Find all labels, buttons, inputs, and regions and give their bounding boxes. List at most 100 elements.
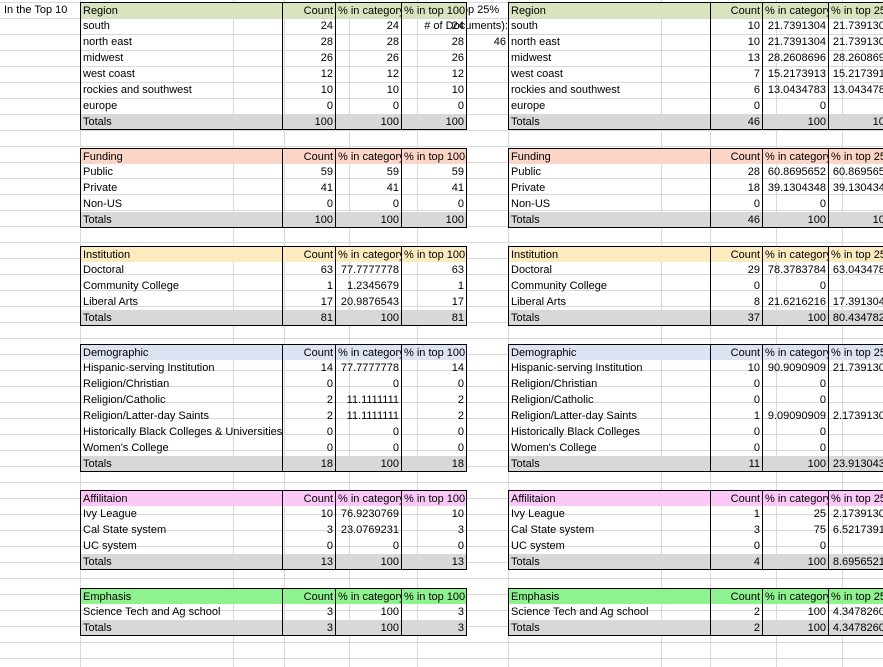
row-label-cell[interactable]: Women's College: [80, 440, 282, 456]
table-title-cell[interactable]: Institution: [80, 246, 282, 262]
row-label-cell[interactable]: Science Tech and Ag school: [80, 604, 282, 620]
row-label-cell[interactable]: Ivy League: [80, 506, 282, 522]
value-cell[interactable]: 100: [335, 604, 401, 620]
value-cell[interactable]: 41: [401, 180, 467, 196]
row-label-cell[interactable]: Doctoral: [508, 262, 710, 278]
value-cell[interactable]: 1: [710, 506, 762, 522]
value-cell[interactable]: 0: [710, 196, 762, 212]
value-cell[interactable]: 24: [401, 18, 467, 34]
totals-value-cell[interactable]: 81: [401, 310, 467, 326]
value-cell[interactable]: 21.7391304: [828, 360, 883, 376]
value-cell[interactable]: 0: [710, 392, 762, 408]
value-cell[interactable]: 0: [282, 196, 335, 212]
totals-value-cell[interactable]: 100: [762, 212, 828, 228]
totals-value-cell[interactable]: 100: [828, 114, 883, 130]
value-cell[interactable]: 0: [335, 376, 401, 392]
totals-value-cell[interactable]: 2: [710, 620, 762, 636]
column-header-cell[interactable]: % in category: [762, 490, 828, 506]
row-label-cell[interactable]: rockies and southwest: [508, 82, 710, 98]
value-cell[interactable]: 1: [710, 408, 762, 424]
value-cell[interactable]: 77.7777778: [335, 262, 401, 278]
totals-label-cell[interactable]: Totals: [80, 554, 282, 570]
column-header-cell[interactable]: Count: [710, 490, 762, 506]
value-cell[interactable]: 10: [710, 18, 762, 34]
row-label-cell[interactable]: UC system: [80, 538, 282, 554]
row-label-cell[interactable]: Religion/Latter-day Saints: [80, 408, 282, 424]
value-cell[interactable]: 0: [335, 98, 401, 114]
value-cell[interactable]: 1: [282, 278, 335, 294]
value-cell[interactable]: 0: [282, 440, 335, 456]
value-cell[interactable]: 0: [282, 98, 335, 114]
value-cell[interactable]: 12: [401, 66, 467, 82]
value-cell[interactable]: 0: [828, 376, 883, 392]
row-label-cell[interactable]: north east: [508, 34, 710, 50]
value-cell[interactable]: 2.17391304: [828, 506, 883, 522]
column-header-cell[interactable]: % in top 25%: [828, 2, 883, 18]
row-label-cell[interactable]: Religion/Christian: [80, 376, 282, 392]
value-cell[interactable]: 41: [282, 180, 335, 196]
value-cell[interactable]: 41: [335, 180, 401, 196]
value-cell[interactable]: 0: [828, 278, 883, 294]
row-label-cell[interactable]: Historically Black Colleges: [508, 424, 710, 440]
value-cell[interactable]: 13.0434783: [762, 82, 828, 98]
table-title-cell[interactable]: Funding: [80, 148, 282, 164]
value-cell[interactable]: 28: [282, 34, 335, 50]
row-label-cell[interactable]: west coast: [80, 66, 282, 82]
value-cell[interactable]: 2: [401, 408, 467, 424]
value-cell[interactable]: 2: [710, 604, 762, 620]
totals-value-cell[interactable]: 100: [762, 310, 828, 326]
totals-value-cell[interactable]: 100: [335, 114, 401, 130]
column-header-cell[interactable]: % in top 25%: [828, 344, 883, 360]
value-cell[interactable]: 24: [282, 18, 335, 34]
value-cell[interactable]: 17.3913043: [828, 294, 883, 310]
totals-value-cell[interactable]: 11: [710, 456, 762, 472]
totals-value-cell[interactable]: 3: [401, 620, 467, 636]
value-cell[interactable]: 21.7391304: [762, 34, 828, 50]
value-cell[interactable]: 0: [762, 278, 828, 294]
totals-value-cell[interactable]: 100: [335, 310, 401, 326]
value-cell[interactable]: 59: [401, 164, 467, 180]
row-label-cell[interactable]: Community College: [508, 278, 710, 294]
totals-value-cell[interactable]: 100: [762, 554, 828, 570]
totals-value-cell[interactable]: 100: [762, 114, 828, 130]
totals-value-cell[interactable]: 100: [335, 456, 401, 472]
value-cell[interactable]: 26: [282, 50, 335, 66]
column-header-cell[interactable]: % in top 25%: [828, 246, 883, 262]
column-header-cell[interactable]: Count: [282, 148, 335, 164]
totals-label-cell[interactable]: Totals: [508, 212, 710, 228]
value-cell[interactable]: 28: [710, 164, 762, 180]
value-cell[interactable]: 15.2173913: [828, 66, 883, 82]
column-header-cell[interactable]: % in category: [335, 148, 401, 164]
value-cell[interactable]: 28: [335, 34, 401, 50]
value-cell[interactable]: 0: [762, 424, 828, 440]
row-label-cell[interactable]: north east: [80, 34, 282, 50]
totals-value-cell[interactable]: 13: [401, 554, 467, 570]
value-cell[interactable]: 6: [710, 82, 762, 98]
value-cell[interactable]: 0: [710, 538, 762, 554]
row-label-cell[interactable]: Ivy League: [508, 506, 710, 522]
table-title-cell[interactable]: Demographic: [508, 344, 710, 360]
value-cell[interactable]: 10: [710, 360, 762, 376]
value-cell[interactable]: 11.1111111: [335, 408, 401, 424]
value-cell[interactable]: 0: [710, 424, 762, 440]
row-label-cell[interactable]: Religion/Catholic: [508, 392, 710, 408]
column-header-cell[interactable]: Count: [710, 2, 762, 18]
table-title-cell[interactable]: Funding: [508, 148, 710, 164]
row-label-cell[interactable]: midwest: [508, 50, 710, 66]
totals-value-cell[interactable]: 46: [710, 212, 762, 228]
table-title-cell[interactable]: Emphasis: [508, 588, 710, 604]
totals-value-cell[interactable]: 13: [282, 554, 335, 570]
value-cell[interactable]: 78.3783784: [762, 262, 828, 278]
row-label-cell[interactable]: Private: [508, 180, 710, 196]
row-label-cell[interactable]: Religion/Catholic: [80, 392, 282, 408]
value-cell[interactable]: 2.17391304: [828, 408, 883, 424]
totals-value-cell[interactable]: 81: [282, 310, 335, 326]
totals-value-cell[interactable]: 80.4347826: [828, 310, 883, 326]
totals-value-cell[interactable]: 4: [710, 554, 762, 570]
totals-label-cell[interactable]: Totals: [508, 114, 710, 130]
column-header-cell[interactable]: Count: [282, 344, 335, 360]
totals-label-cell[interactable]: Totals: [80, 620, 282, 636]
row-label-cell[interactable]: Community College: [80, 278, 282, 294]
row-label-cell[interactable]: Public: [80, 164, 282, 180]
value-cell[interactable]: 3: [401, 522, 467, 538]
